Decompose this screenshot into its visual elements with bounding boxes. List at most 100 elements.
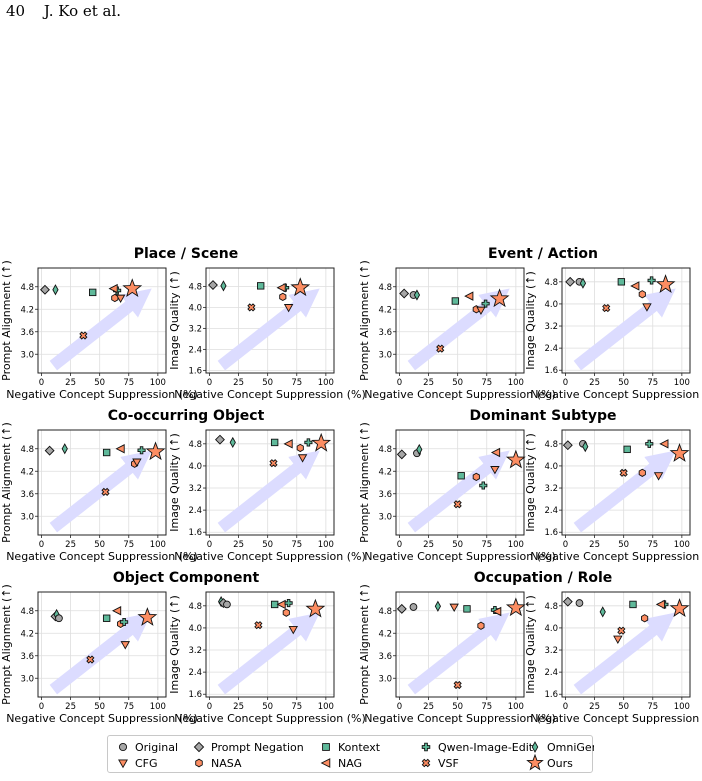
x-tick-label: 50: [618, 378, 629, 388]
chart-object-component-image-quality: 0 25 50 75 100 1.6 2.4 3.2 4.0 4.8 Negative Concep…: [168, 591, 366, 725]
legend-label-cfg: CFG: [135, 757, 158, 770]
y-tick-label: 3.2: [544, 646, 558, 656]
point-cfg: [297, 454, 308, 463]
y-tick-label: 4.0: [188, 303, 202, 313]
chart-co-occurring-object-prompt-alignment: 0 25 50 75 100 3.0 3.6 4.2 4.8 Negative Concept S…: [0, 408, 265, 563]
y-tick-label: 2.4: [188, 345, 202, 355]
y-tick-label: 4.0: [544, 624, 558, 634]
point-nasa: [477, 621, 485, 630]
y-tick-label: 3.0: [20, 674, 34, 684]
point-cfg: [642, 303, 652, 312]
point-nag: [492, 606, 502, 617]
point-kontext: [623, 445, 631, 454]
legend-marker-vsf: [421, 758, 431, 768]
x-tick-label: 0: [563, 378, 568, 388]
x-tick-label: 50: [94, 540, 105, 550]
point-ours: [311, 432, 332, 452]
point-ours: [305, 598, 326, 618]
y-tick-label: 3.2: [188, 484, 202, 494]
point-qwen-image-edit: [481, 299, 490, 308]
chart-object-component-prompt-alignment: 0 25 50 75 100 3.0 3.6 4.2 4.8 Negative Concept S…: [0, 570, 259, 725]
chart-place-scene-prompt-alignment: 0 25 50 75 100 3.0 3.6 4.2 4.8 Negative Concept S…: [0, 246, 238, 401]
x-tick-label: 25: [65, 378, 76, 388]
point-prompt-negation: [208, 280, 218, 291]
x-tick-label: 0: [39, 378, 44, 388]
x-tick-label: 100: [508, 540, 524, 550]
point-vsf: [619, 468, 628, 477]
x-tick-label: 75: [481, 378, 492, 388]
point-ours: [290, 277, 311, 297]
y-tick-label: 4.8: [188, 440, 202, 450]
y-axis-label: Prompt Alignment (↑): [358, 584, 371, 705]
legend-marker-cfg: [118, 759, 128, 769]
point-original: [575, 599, 584, 607]
y-axis-label: Image Quality (↑): [524, 271, 537, 370]
point-prompt-negation: [562, 440, 573, 451]
legend-marker-original: [118, 742, 128, 752]
chart-event-action-prompt-alignment: 0 25 50 75 100 3.0 3.6 4.2 4.8 Negative Concept S…: [358, 246, 598, 401]
y-tick-label: 4.8: [20, 445, 34, 455]
point-nag: [283, 439, 293, 449]
x-tick-label: 75: [123, 378, 134, 388]
y-tick-label: 3.2: [544, 484, 558, 494]
x-tick-label: 50: [618, 540, 629, 550]
y-tick-label: 2.4: [188, 506, 202, 516]
trend-arrow-icon: [573, 450, 676, 533]
point-vsf: [79, 331, 88, 340]
x-tick-label: 100: [674, 378, 690, 388]
legend-marker-qwen-image-edit: [421, 742, 431, 752]
x-axis-label: Negative Concept Suppression (%): [530, 388, 702, 401]
point-cfg: [120, 641, 131, 650]
x-tick-label: 25: [589, 378, 600, 388]
x-tick-label: 75: [481, 540, 492, 550]
point-prompt-negation: [562, 596, 573, 607]
y-tick-label: 3.0: [378, 674, 392, 684]
y-axis-label: Prompt Alignment (↑): [0, 260, 13, 381]
point-nag: [630, 281, 640, 291]
x-tick-label: 75: [291, 702, 302, 712]
y-tick-label: 4.8: [378, 445, 392, 455]
point-original: [409, 603, 418, 611]
x-tick-label: 50: [262, 702, 273, 712]
y-tick-label: 3.2: [188, 646, 202, 656]
legend-label-omnigen2: OmniGen2: [547, 741, 594, 754]
trend-arrow-icon: [217, 450, 320, 533]
x-tick-label: 100: [674, 540, 690, 550]
point-kontext: [89, 288, 97, 297]
point-vsf: [453, 680, 462, 690]
x-axis-label: Negative Concept Suppression (%): [530, 712, 702, 725]
point-omnigen2: [582, 440, 589, 453]
y-tick-label: 3.0: [20, 512, 34, 522]
x-tick-label: 100: [674, 702, 690, 712]
legend-label-nasa: NASA: [211, 757, 242, 770]
point-cfg: [476, 306, 486, 316]
point-nasa: [638, 290, 646, 299]
point-prompt-negation: [44, 445, 55, 456]
y-tick-label: 4.2: [378, 629, 392, 639]
point-omnigen2: [413, 289, 421, 301]
y-axis-label: Image Quality (↑): [524, 595, 537, 694]
y-tick-label: 4.8: [544, 602, 558, 612]
point-prompt-negation: [215, 434, 225, 445]
y-axis-label: Prompt Alignment (↑): [0, 584, 13, 705]
chart-title: Event / Action: [488, 246, 598, 262]
y-axis-label: Prompt Alignment (↑): [0, 422, 13, 543]
point-cfg: [613, 635, 623, 645]
legend-marker-nag: [320, 758, 331, 768]
x-axis-label: Negative Concept Suppression (%): [6, 388, 198, 401]
point-qwen-image-edit: [120, 617, 129, 627]
point-vsf: [269, 459, 278, 468]
y-tick-label: 4.8: [378, 607, 392, 617]
x-tick-label: 75: [647, 702, 658, 712]
y-tick-label: 4.8: [188, 602, 202, 612]
point-qwen-image-edit: [304, 438, 313, 447]
legend-label-vsf: VSF: [438, 757, 459, 770]
point-ours: [655, 274, 676, 294]
trend-arrow-icon: [573, 288, 676, 371]
x-tick-label: 50: [262, 378, 273, 388]
point-original: [55, 614, 63, 623]
x-tick-label: 25: [589, 702, 600, 712]
point-prompt-negation: [40, 284, 50, 295]
point-omnigen2: [229, 436, 236, 449]
point-cfg: [449, 603, 459, 613]
